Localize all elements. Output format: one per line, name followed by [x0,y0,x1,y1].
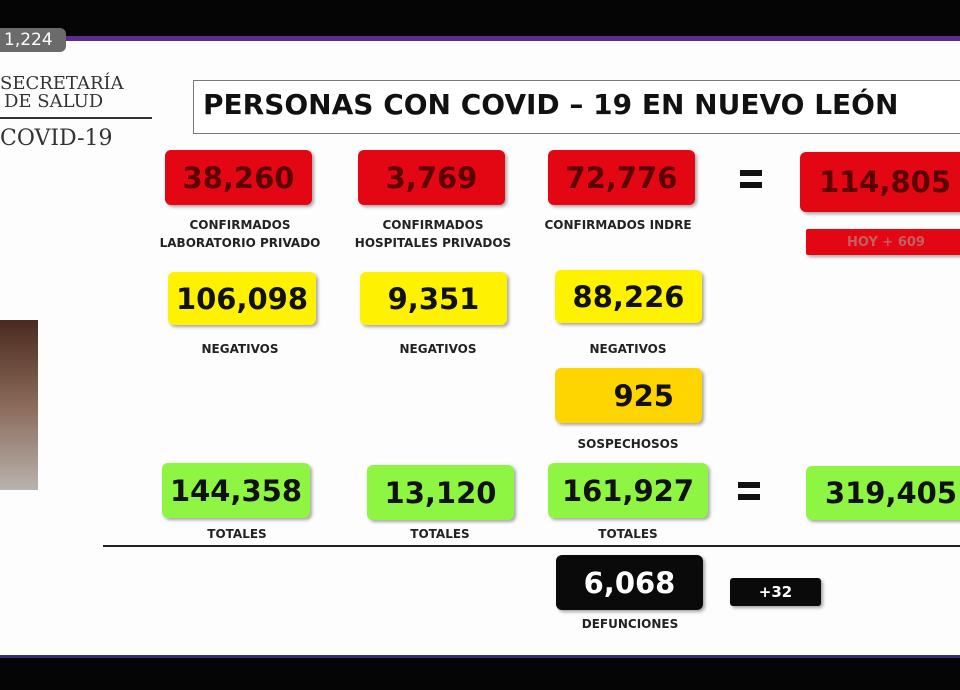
speaker-video [0,320,38,490]
logo-line: SECRETARÍA [0,73,124,94]
logo-line: COVID-19 [0,126,113,151]
total-value: 13,120 [367,465,514,520]
confirmed-value: 72,776 [548,150,695,205]
negative-value: 9,351 [360,272,507,325]
title: PERSONAS CON COVID – 19 EN NUEVO LEÓN [203,88,899,121]
label: TOTALES [410,527,470,541]
label: TOTALES [598,527,658,541]
grand-total: 319,405 [806,466,960,520]
deaths-today: +32 [730,578,821,606]
today-confirmed: HOY + 609 [806,229,960,255]
total-value: 144,358 [162,463,310,518]
divider [103,545,960,547]
confirmed-value: 38,260 [165,150,312,205]
equals [740,170,762,176]
negative-value: 88,226 [555,270,702,323]
bottom-bar [0,655,960,690]
equals [738,482,760,488]
logo-rule [0,117,152,119]
top-bar [0,0,960,36]
title-box [193,80,960,134]
confirmed-total: 114,805 [800,152,960,212]
label: NEGATIVOS [589,342,667,356]
label-line: CONFIRMADOS [382,218,484,232]
label: NEGATIVOS [399,342,477,356]
confirmed-value: 3,769 [358,150,505,205]
suspects-value: 925 [555,368,702,423]
negative-value: 106,098 [168,272,316,325]
deaths-value: 6,068 [556,555,703,610]
logo-line: DE SALUD [4,91,104,112]
total-value: 161,927 [548,463,708,518]
label-line: CONFIRMADOS INDRE [544,218,692,232]
label: CONFIRMADOS HOSPITALES PRIVADOS [333,216,533,252]
equals [740,182,762,188]
label: DEFUNCIONES [581,617,679,631]
accent-line [0,36,960,41]
accent-line [0,655,960,658]
label: CONFIRMADOS INDRE [518,216,718,234]
label-line: HOSPITALES PRIVADOS [354,236,512,250]
label: SOSPECHOSOS [577,437,679,451]
label: CONFIRMADOS LABORATORIO PRIVADO [140,216,340,252]
label: TOTALES [207,527,267,541]
label-line: LABORATORIO PRIVADO [159,236,321,250]
label: NEGATIVOS [201,342,279,356]
label-line: CONFIRMADOS [189,218,291,232]
view-count: 1,224 [0,28,66,52]
equals [738,494,760,500]
